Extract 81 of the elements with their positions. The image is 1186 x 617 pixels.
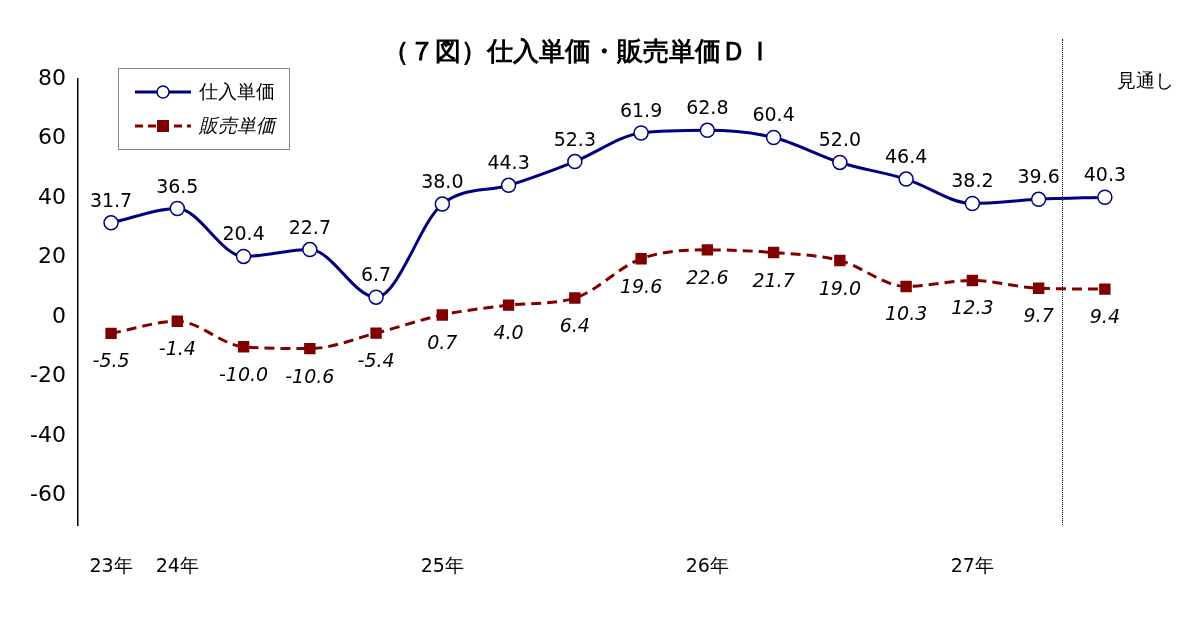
data-label: 22.6	[686, 265, 729, 288]
point	[368, 289, 384, 305]
data-label: 38.0	[421, 170, 464, 193]
x-tick-label: 24年	[155, 553, 199, 576]
point	[169, 200, 186, 217]
point	[701, 244, 714, 256]
x-tick-label: 26年	[685, 553, 729, 576]
data-label: 62.8	[686, 96, 729, 119]
point	[302, 241, 318, 258]
data-label: 19.0	[818, 276, 862, 299]
point	[834, 254, 846, 267]
data-label: 10.3	[884, 302, 928, 325]
data-label: 31.7	[89, 188, 133, 211]
data-label: 19.6	[619, 274, 663, 297]
data-label: 46.4	[884, 145, 928, 168]
data-label: 36.5	[156, 174, 199, 197]
data-label: 21.7	[752, 268, 795, 291]
point	[1099, 283, 1111, 295]
y-tick-label: -40	[30, 421, 66, 447]
data-label: 0.7	[427, 330, 458, 353]
data-label: 60.4	[752, 103, 795, 126]
y-tick-label: 20	[37, 243, 66, 269]
y-tick-label: -60	[30, 481, 66, 507]
y-tick-label: 80	[37, 64, 66, 90]
point	[436, 309, 449, 321]
data-label: 9.7	[1023, 304, 1054, 327]
point	[767, 246, 780, 259]
data-label: 61.9	[619, 99, 663, 122]
data-label: 9.4	[1089, 305, 1120, 328]
data-label: 22.7	[288, 215, 331, 238]
point	[633, 125, 649, 141]
chart-title: （７図）仕入単価・販売単価ＤＩ	[383, 36, 773, 67]
legend-label: 販売単価	[199, 113, 275, 138]
data-label: 52.0	[818, 128, 862, 151]
y-tick-label: -20	[30, 362, 66, 388]
data-label: -5.5	[92, 349, 130, 372]
point	[171, 315, 184, 327]
data-label: -10.0	[218, 362, 269, 385]
point	[966, 274, 979, 287]
data-label: 38.2	[951, 169, 994, 192]
data-label: 40.3	[1083, 163, 1127, 186]
data-label: -1.4	[158, 337, 196, 360]
data-label: 52.3	[553, 127, 596, 150]
data-label: 20.4	[222, 222, 265, 245]
point	[569, 292, 581, 304]
point	[304, 342, 316, 355]
x-tick-label: 27年	[950, 553, 994, 576]
point	[567, 153, 583, 170]
y-tick-label: 0	[51, 302, 66, 328]
x-tick-label: 25年	[420, 553, 464, 576]
point	[1032, 282, 1045, 294]
data-label: 6.4	[559, 314, 590, 337]
point	[237, 341, 250, 353]
point	[500, 177, 517, 194]
point	[235, 248, 252, 265]
y-tick-label: 40	[37, 183, 66, 209]
point	[898, 171, 914, 187]
data-label: 44.3	[487, 151, 530, 174]
point	[105, 327, 117, 340]
data-label: 6.7	[360, 263, 392, 286]
point	[434, 196, 451, 212]
data-label: -5.4	[357, 349, 395, 372]
y-tick-label: 60	[37, 124, 66, 150]
point	[765, 129, 782, 146]
data-label: 12.3	[951, 296, 994, 319]
data-label: 4.0	[493, 321, 524, 344]
point	[1030, 191, 1047, 208]
legend-label: 仕入単価	[199, 79, 275, 104]
point	[832, 154, 848, 171]
annotation: 見通し	[1117, 68, 1174, 93]
point	[370, 327, 382, 339]
point	[502, 299, 515, 311]
point	[900, 280, 912, 293]
data-label: 39.6	[1017, 165, 1060, 188]
x-tick-label: 23年	[89, 553, 133, 576]
point	[635, 253, 647, 265]
point	[103, 215, 119, 231]
point	[1097, 189, 1113, 205]
point	[964, 195, 981, 212]
point	[699, 122, 716, 139]
data-label: -10.6	[285, 364, 335, 387]
